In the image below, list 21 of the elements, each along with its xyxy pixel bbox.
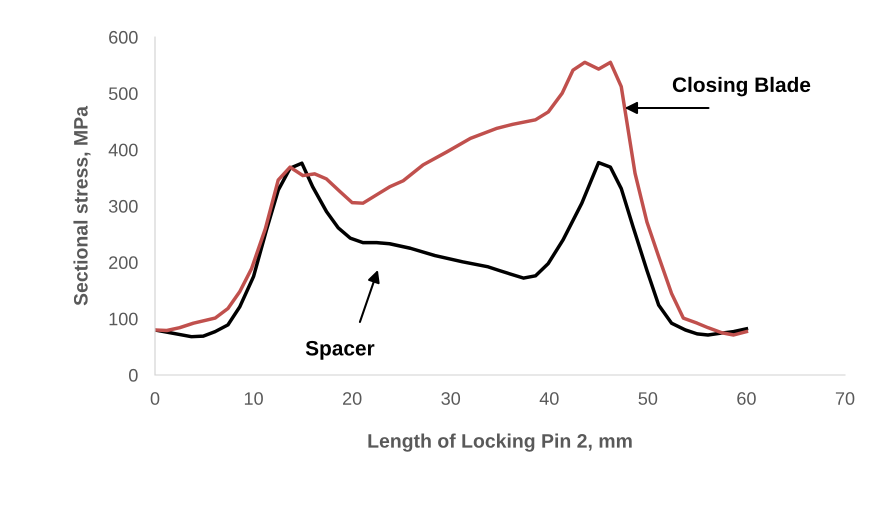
y-tick-label: 100 <box>110 312 138 326</box>
annotation: Closing Blade <box>672 76 810 96</box>
x-tick-label: 70 <box>836 392 854 405</box>
x-tick-label: 20 <box>343 392 362 405</box>
x-tick-label: 30 <box>441 392 460 405</box>
y-tick-label: 600 <box>109 30 138 44</box>
line-series <box>155 60 748 337</box>
y-tick-label: 400 <box>108 144 138 156</box>
y-tick-label: 0 <box>129 368 138 382</box>
y-tick-label: 300 <box>108 200 138 213</box>
y-axis-title: Sectional stress, MPa <box>73 106 91 306</box>
x-tick-label: 0 <box>150 392 160 405</box>
x-tick-label: 50 <box>638 392 658 405</box>
x-tick-label: 40 <box>540 392 559 405</box>
y-tick-label: 200 <box>109 256 138 270</box>
y-tick-label: 500 <box>108 87 138 100</box>
x-axis-title: Length of Locking Pin 2, mm <box>368 434 632 452</box>
x-tick-label: 10 <box>244 392 263 405</box>
annotation: Spacer <box>306 340 374 360</box>
line-series <box>155 160 748 338</box>
x-tick-label: 60 <box>737 392 756 405</box>
